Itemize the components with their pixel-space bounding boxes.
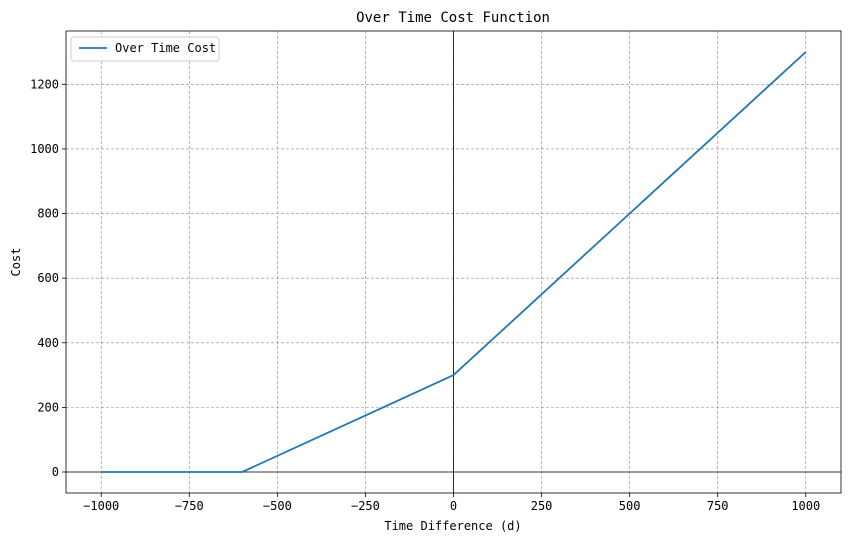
legend-box [70,36,220,62]
legend: Over Time Cost [70,36,220,62]
y-tick-label: 1000 [30,142,59,156]
y-tick-label: 600 [37,271,59,285]
x-tick-label: −1000 [83,499,119,513]
x-tick-label: 250 [531,499,553,513]
y-tick-label: 200 [37,400,59,414]
x-axis-ticks: −1000 −750 −500 −250 0 250 500 750 1000 [83,493,820,513]
x-tick-label: 0 [450,499,457,513]
y-axis-ticks: 0 200 400 600 800 1000 1200 [30,77,66,479]
y-tick-label: 800 [37,207,59,221]
x-tick-label: −750 [175,499,204,513]
y-tick-label: 400 [37,336,59,350]
x-axis-label: Time Difference (d) [384,519,521,533]
x-tick-label: 1000 [791,499,820,513]
x-tick-label: −500 [263,499,292,513]
y-axis-label: Cost [9,248,23,277]
legend-label: Over Time Cost [115,41,216,55]
chart-title: Over Time Cost Function [356,10,550,26]
series-line [101,51,807,473]
x-tick-label: 750 [707,499,729,513]
x-tick-label: −250 [351,499,380,513]
y-tick-label: 1200 [30,77,59,91]
x-tick-label: 500 [619,499,641,513]
y-tick-label: 0 [52,465,59,479]
series-layer [101,51,807,473]
